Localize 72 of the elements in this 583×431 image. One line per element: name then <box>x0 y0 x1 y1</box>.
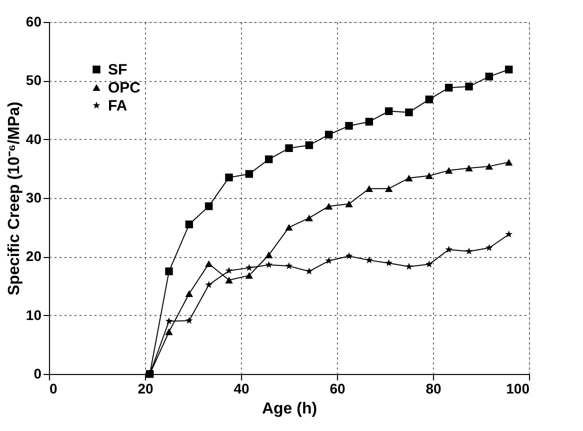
x-tick-label: 0 <box>50 380 58 396</box>
point <box>405 174 413 182</box>
point <box>444 84 453 92</box>
x-tick-label: 20 <box>138 380 154 396</box>
point <box>205 280 213 288</box>
point <box>385 259 393 266</box>
point <box>345 200 353 208</box>
point <box>324 202 333 210</box>
legend-label: OPC <box>108 80 141 96</box>
y-tick-label: 50 <box>26 72 42 88</box>
point <box>185 220 194 228</box>
point <box>504 158 513 166</box>
x-tick-label: 80 <box>426 380 442 396</box>
point <box>324 130 333 139</box>
point <box>204 202 213 210</box>
point <box>185 290 194 297</box>
y-tick-label: 40 <box>26 130 42 147</box>
x-tick-label: 40 <box>234 380 250 396</box>
point <box>285 262 293 270</box>
point <box>465 164 473 172</box>
point <box>265 261 273 268</box>
legend-label: SF <box>108 62 128 78</box>
point <box>365 118 374 126</box>
point <box>384 107 393 116</box>
point <box>285 144 293 152</box>
point <box>405 262 413 270</box>
point <box>264 155 273 164</box>
point <box>425 172 434 180</box>
point <box>285 224 293 231</box>
point <box>384 185 393 192</box>
point <box>504 66 513 74</box>
y-tick-label: 30 <box>26 190 42 206</box>
point <box>365 185 374 192</box>
point <box>425 260 433 268</box>
x-tick-label: 60 <box>330 380 346 396</box>
point <box>165 267 173 276</box>
point <box>444 167 453 174</box>
point <box>225 276 233 284</box>
point <box>325 256 333 264</box>
y-tick-label: 20 <box>26 248 42 264</box>
point <box>465 82 473 90</box>
y-axis-title: Specific Creep (10⁻⁶/MPa) <box>6 102 23 296</box>
point <box>345 252 353 260</box>
point <box>245 170 254 178</box>
point <box>264 252 273 258</box>
point <box>505 230 513 238</box>
point <box>305 267 313 274</box>
x-axis-title: Age (h) <box>262 400 318 418</box>
point <box>305 214 314 222</box>
point <box>245 264 253 271</box>
point <box>405 108 413 116</box>
y-tick-label: 0 <box>34 366 42 382</box>
x-tick-label: 100 <box>506 380 530 396</box>
y-tick-label: 60 <box>26 14 42 30</box>
point <box>485 244 493 252</box>
point <box>345 122 353 130</box>
point <box>245 272 254 279</box>
point <box>445 246 453 253</box>
point <box>165 317 173 324</box>
legend-label: FA <box>108 98 128 114</box>
y-tick-label: 10 <box>26 306 42 323</box>
point <box>204 260 213 268</box>
point <box>425 96 434 104</box>
point <box>365 256 373 264</box>
point <box>305 141 314 150</box>
point <box>185 316 193 324</box>
point <box>165 328 173 336</box>
point <box>465 248 473 255</box>
point <box>225 266 233 274</box>
point <box>485 162 494 170</box>
point <box>485 72 494 80</box>
point <box>225 174 233 182</box>
